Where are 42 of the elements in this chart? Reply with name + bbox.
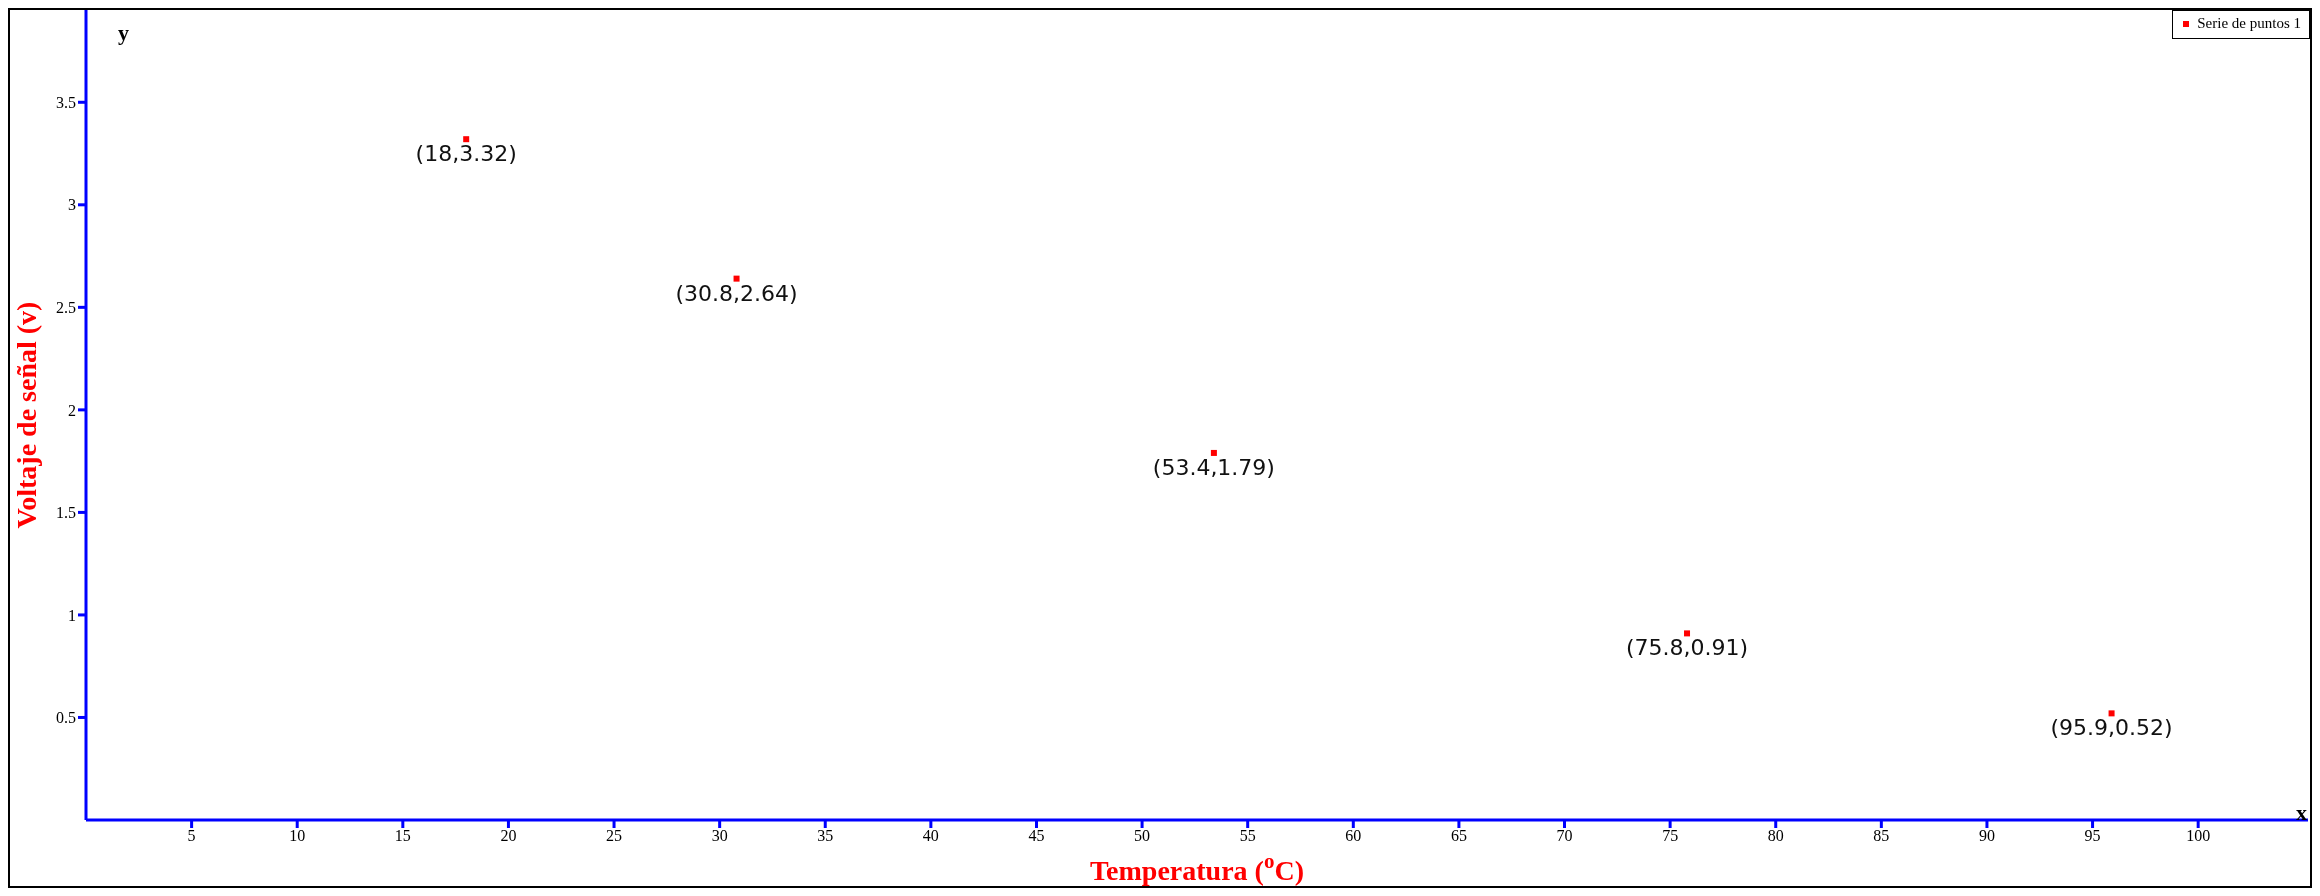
y-tick-label: 1	[68, 606, 76, 624]
y-tick-label: 2	[68, 401, 76, 419]
y-tick-label: 3.5	[56, 93, 76, 111]
x-tick-label: 90	[1978, 827, 1995, 845]
point	[2108, 710, 2115, 717]
x-tick-label: 45	[1028, 827, 1045, 845]
y-tick-label: 0.5	[56, 709, 76, 727]
data-label: (95.9,0.52)	[2050, 715, 2173, 741]
x-tick-label: 50	[1134, 827, 1151, 845]
y-axis-title: Voltaje de señal (v)	[11, 301, 42, 529]
data-label: (75.8,0.91)	[1625, 635, 1749, 661]
point	[1684, 630, 1691, 637]
point	[733, 275, 740, 282]
point	[1210, 449, 1217, 456]
x-tick-label: 35	[817, 827, 834, 845]
x-tick-label: 15	[394, 827, 411, 845]
x-tick-label: 20	[500, 827, 517, 845]
data-label: (53.4,1.79)	[1152, 454, 1275, 480]
data-label: (30.8,2.64)	[675, 280, 798, 306]
x-tick-label: 75	[1662, 827, 1679, 845]
x-tick-label: 65	[1450, 827, 1467, 845]
x-axis-title: Temperatura ($^{o}$C)	[1090, 849, 1304, 886]
x-tick-label: 25	[606, 827, 623, 845]
x-tick-label: 55	[1239, 827, 1256, 845]
data-label: (18,3.32)	[415, 141, 517, 167]
x-tick-label: 80	[1767, 827, 1784, 845]
x-tick-label: 60	[1345, 827, 1362, 845]
legend-label: Serie de puntos 1	[2197, 15, 2301, 32]
y-tick-label: 1.5	[56, 504, 76, 522]
point	[463, 136, 470, 143]
y-tick-label: 2.5	[56, 299, 76, 317]
x-tick-label: 100	[2186, 827, 2211, 845]
x-tick-label: 10	[289, 827, 306, 845]
x-tick-label: 85	[1873, 827, 1890, 845]
y-tick-label: 3	[68, 196, 76, 214]
x-tick-label: 70	[1556, 827, 1573, 845]
annotation: x	[2296, 800, 2307, 826]
x-tick-label: 5	[187, 827, 196, 845]
x-tick-label: 40	[922, 827, 939, 845]
x-tick-label: 95	[2084, 827, 2101, 845]
x-tick-label: 30	[711, 827, 728, 845]
annotation: y	[118, 20, 129, 46]
